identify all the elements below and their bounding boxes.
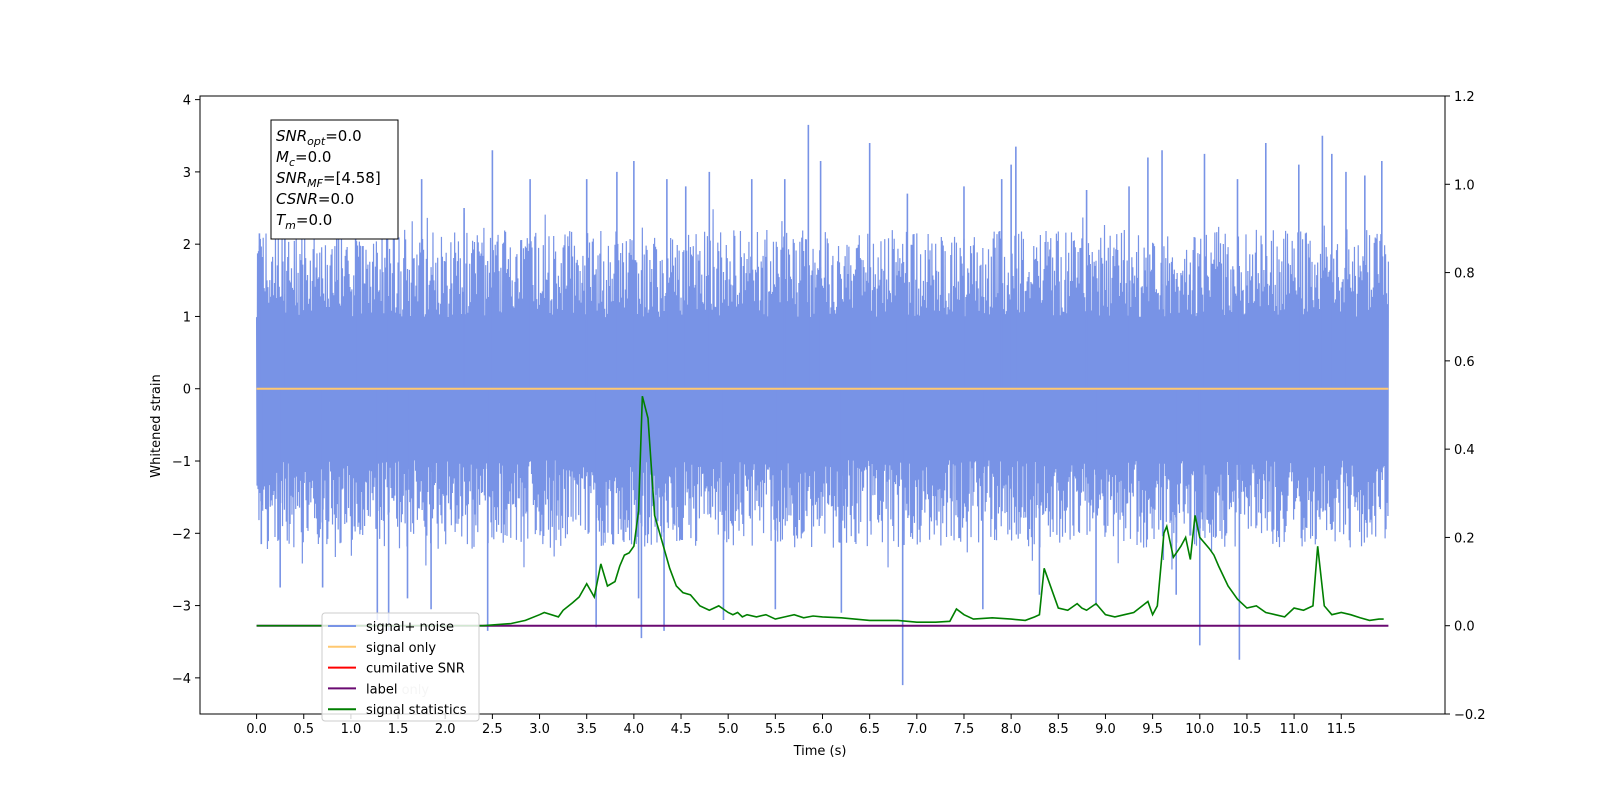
legend-box [321,612,480,722]
x-tick-label: 3.5 [576,722,597,737]
x-axis-label: Time (s) [793,744,847,759]
x-tick-label: 4.0 [624,722,645,737]
y-tick-label: 2 [183,238,191,253]
x-tick-label: 9.5 [1142,722,1163,737]
legend-label: cumilative SNR [366,662,465,677]
x-tick-label: 10.0 [1185,722,1214,737]
x-tick-label: 0.5 [293,722,314,737]
y-tick-label: −3 [172,600,191,615]
y2-tick-label: 0.6 [1454,355,1475,370]
x-tick-label: 1.0 [341,722,362,737]
stats-line: Mc=0.0 [276,148,331,169]
y2-tick-label: 0.8 [1454,267,1475,282]
x-tick-label: 5.5 [765,722,786,737]
legend-label: signal statistics [366,703,467,718]
y2-tick-label: 0.0 [1454,620,1475,635]
x-tick-label: 8.5 [1048,722,1069,737]
legend-label: label [366,682,397,697]
x-tick-label: 3.0 [529,722,550,737]
series-signal-statistics [256,395,1384,627]
y2-tick-label: 0.2 [1454,531,1475,546]
y2-tick-label: −0.2 [1454,708,1486,723]
x-tick-label: 11.0 [1280,722,1309,737]
x-tick-label: 1.5 [388,722,409,737]
legend-label: signal+ noise [366,620,454,635]
stats-line: Tm=0.0 [276,211,332,232]
legend-label: signal only [366,641,436,656]
x-tick-label: 0.0 [246,722,267,737]
x-tick-label: 7.0 [906,722,927,737]
stats-line: SNRMF=[4.58] [276,169,381,190]
y2-tick-label: 1.0 [1454,178,1475,193]
x-tick-label: 7.5 [954,722,975,737]
x-tick-label: 10.5 [1232,722,1261,737]
stats-line: SNRopt=0.0 [276,127,362,148]
stats-line: CSNR=0.0 [276,190,354,208]
x-tick-label: 4.5 [671,722,692,737]
stats-box [270,119,399,240]
x-tick-label: 2.5 [482,722,503,737]
x-tick-label: 2.0 [435,722,456,737]
x-tick-label: 5.0 [718,722,739,737]
y-tick-label: −2 [172,527,191,542]
y-tick-label: 1 [183,310,191,325]
x-tick-label: 6.0 [812,722,833,737]
y-axis-label: Whitened strain [149,374,164,477]
x-tick-label: 11.5 [1327,722,1356,737]
x-tick-label: 6.5 [859,722,880,737]
y2-tick-label: 0.4 [1454,443,1475,458]
y-tick-label: 0 [183,383,191,398]
x-tick-label: 8.0 [1001,722,1022,737]
y-tick-label: −1 [172,455,191,470]
y-tick-label: 4 [183,94,191,109]
y-tick-label: −4 [172,672,191,687]
y-tick-label: 3 [183,166,191,181]
y2-tick-label: 1.2 [1454,90,1475,105]
x-tick-label: 9.0 [1095,722,1116,737]
series-signal-noise [255,209,1390,570]
